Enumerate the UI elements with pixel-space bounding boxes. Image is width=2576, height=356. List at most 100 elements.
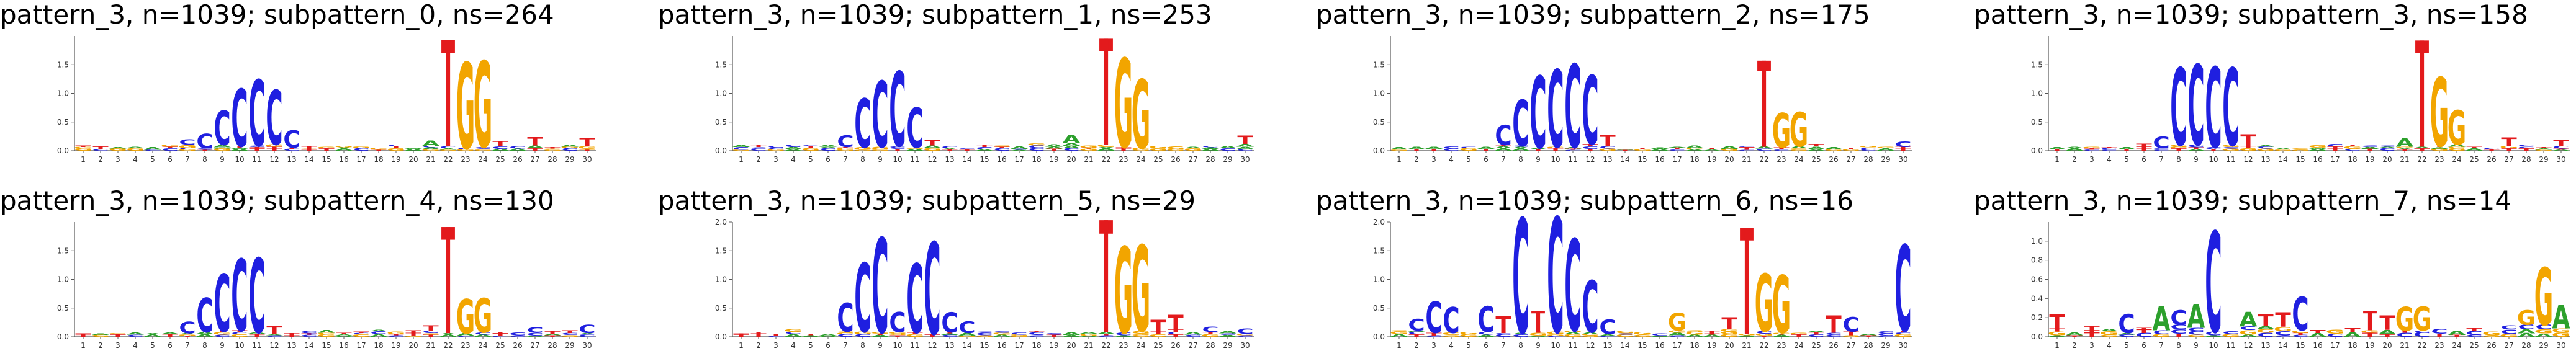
x-tick-label: 28 [2521, 155, 2531, 164]
logo-letter-C: C [1842, 314, 1859, 337]
logo-letter-T: T [1426, 332, 1443, 336]
x-tick-label: 17 [2330, 341, 2340, 350]
logo-letter-G: G [2187, 334, 2205, 337]
logo-letter-C: C [1236, 149, 1253, 151]
logo-letter-T: T [1704, 330, 1719, 334]
logo-letter-C: C [1512, 334, 1529, 337]
logo-letter-G: G [2048, 331, 2066, 336]
x-tick-label: 9 [878, 155, 883, 164]
logo-letter-C: C [492, 336, 508, 337]
logo-letter-T: T [2049, 311, 2065, 334]
logo-letter-C: C [889, 306, 906, 339]
y-tick-label: 0.0 [715, 332, 727, 341]
logo-letter-C: C [1202, 146, 1218, 148]
logo-letter-A: A [1063, 132, 1081, 146]
logo-letter-C: C [509, 332, 526, 336]
logo-letter-T: T [2362, 332, 2378, 339]
logo-letter-C: C [1028, 332, 1045, 336]
x-tick-label: 4 [1449, 341, 1454, 350]
logo-letter-A: A [1495, 146, 1513, 149]
logo-letter-A: A [2048, 147, 2067, 150]
logo-letter-T: T [750, 333, 766, 336]
logo-letter-G: G [1149, 334, 1168, 338]
logo-letter-T: T [924, 334, 940, 335]
x-tick-label: 13 [1603, 341, 1612, 350]
logo-letter-T: T [232, 330, 247, 333]
logo-letter-A: A [1097, 332, 1115, 335]
x-tick-label: 8 [860, 341, 865, 350]
logo-letter-A: A [1877, 148, 1895, 151]
logo-letter-C: C [248, 145, 265, 148]
logo-letter-A: A [2552, 298, 2570, 336]
x-tick-label: 5 [1466, 341, 1471, 350]
logo-letter-T: T [2084, 325, 2100, 332]
x-tick-label: 7 [185, 155, 190, 164]
logo-letter-A: A [1219, 334, 1237, 337]
logo-letter-A: A [318, 329, 336, 334]
logo-letter-G: G [561, 334, 579, 337]
logo-letter-C: C [2379, 147, 2395, 151]
x-tick-label: 14 [2278, 155, 2287, 164]
x-tick-label: 17 [356, 341, 366, 350]
logo-panel: pattern_3, n=1039; subpattern_0, ns=264 0… [0, 0, 597, 177]
logo-letter-G: G [1390, 331, 1408, 336]
x-tick-label: 16 [2313, 341, 2322, 350]
logo-letter-A: A [1599, 334, 1618, 336]
logo-letter-T: T [1530, 331, 1546, 334]
y-tick-label: 1.0 [1373, 89, 1385, 98]
logo-letter-G: G [1149, 148, 1168, 152]
logo-letter-T [441, 40, 455, 146]
logo-letter-A: A [1390, 146, 1408, 150]
logo-letter-C: C [767, 146, 784, 148]
logo-letter-G: G [2100, 334, 2119, 337]
x-tick-label: 9 [2194, 155, 2199, 164]
logo-letter-T: T [232, 146, 247, 149]
x-tick-label: 4 [2107, 155, 2112, 164]
y-tick-label: 0.5 [1373, 304, 1385, 313]
logo-letter-T: T [1808, 143, 1824, 147]
logo-letter-C: C [1755, 330, 1772, 334]
logo-letter-G: G [352, 146, 371, 148]
x-tick-label: 8 [2176, 155, 2181, 164]
logo-letter-A: A [802, 335, 821, 337]
logo-letter-T: T [1237, 133, 1253, 147]
logo-letter-A: A [2535, 332, 2553, 338]
x-tick-label: 3 [1431, 341, 1436, 350]
logo-letter-T: T [2414, 148, 2430, 151]
x-tick-label: 6 [826, 341, 831, 350]
logo-letter-T: T [266, 324, 282, 337]
logo-letter-C: C [2257, 332, 2274, 338]
logo-letter-C: C [214, 334, 230, 337]
x-tick-label: 18 [1032, 341, 1041, 350]
logo-letter-G: G [1616, 330, 1635, 334]
x-tick-label: 8 [1518, 155, 1523, 164]
panel-title: pattern_3, n=1039; subpattern_3, ns=158 [1974, 0, 2528, 30]
logo-letter-C: C [2518, 145, 2534, 148]
logo-letter-C: C [179, 319, 196, 337]
logo-letter-C: C [750, 148, 767, 151]
logo-letter-C: C [1564, 149, 1581, 151]
logo-letter-T [1757, 60, 1771, 147]
logo-letter-A: A [2257, 325, 2275, 330]
logo-letter-G: G [1772, 260, 1791, 352]
x-tick-label: 1 [1397, 155, 1402, 164]
logo-letter-C: C [1202, 325, 1218, 334]
logo-letter-C: C [2500, 329, 2517, 336]
logo-letter-T: T [2136, 146, 2151, 149]
logo-letter-G: G [2308, 145, 2327, 149]
logo-letter-T: T [2501, 135, 2516, 149]
logo-letter-G: G [1685, 148, 1704, 149]
logo-letter-G: G [2430, 59, 2449, 169]
x-tick-label: 5 [2124, 341, 2129, 350]
logo-letter-T: T [976, 145, 992, 148]
logo-letter-A: A [871, 334, 890, 337]
x-tick-label: 14 [1620, 155, 1629, 164]
logo-letter-G: G [74, 148, 92, 152]
logo-letter-C: C [2205, 205, 2222, 354]
logo-letter-A: A [1236, 146, 1254, 150]
x-tick-label: 22 [443, 155, 453, 164]
logo-letter-A: A [2379, 146, 2397, 148]
logo-letter-T: T [2397, 149, 2412, 151]
logo-letter-A: A [1582, 332, 1600, 335]
logo-letter-G: G [2222, 148, 2240, 151]
